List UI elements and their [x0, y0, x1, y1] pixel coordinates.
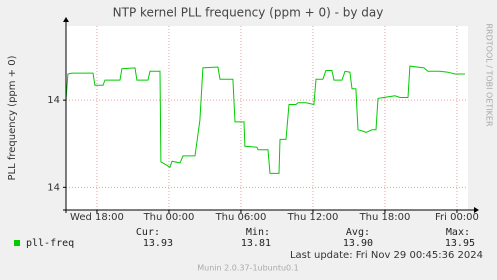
x-tick-label: Wed 18:00 [70, 212, 124, 223]
stat-value: 13.95 [445, 238, 475, 249]
y-axis-arrow [63, 17, 69, 22]
x-tick-label: Thu 06:00 [215, 212, 267, 223]
side-text: RRDTOOL / TOBI OETIKER [485, 23, 494, 126]
stat-value: 13.81 [241, 238, 271, 249]
last-update: Last update: Fri Nov 29 00:45:36 2024 [290, 250, 483, 261]
y-tick-label: 14 [47, 95, 60, 106]
x-tick-label: Fri 00:00 [435, 212, 479, 223]
chart-title: NTP kernel PLL frequency (ppm + 0) - by … [113, 6, 384, 20]
x-tick-label: Thu 18:00 [359, 212, 411, 223]
plot-area [66, 26, 468, 210]
stat-value: 13.93 [143, 238, 173, 249]
legend-label: pll-freq [26, 238, 74, 249]
y-axis-label: PLL frequency (ppm + 0) [7, 55, 18, 180]
stat-value: 13.90 [343, 238, 373, 249]
x-tick-label: Thu 00:00 [143, 212, 195, 223]
stat-label: Max: [446, 227, 470, 238]
stat-label: Cur: [136, 227, 160, 238]
y-tick-label: 14 [47, 182, 60, 193]
x-axis-arrow [474, 207, 479, 213]
stat-label: Avg: [346, 227, 370, 238]
plot [65, 65, 465, 174]
legend-swatch [14, 240, 20, 246]
footer: Munin 2.0.37-1ubuntu0.1 [197, 264, 299, 273]
legend: pll-freq Cur:13.93 Min:13.81 Avg:13.90 Max:1… [14, 227, 475, 249]
series-line [65, 65, 465, 174]
x-tick-label: Thu 12:00 [287, 212, 339, 223]
stat-label: Min: [246, 227, 270, 238]
